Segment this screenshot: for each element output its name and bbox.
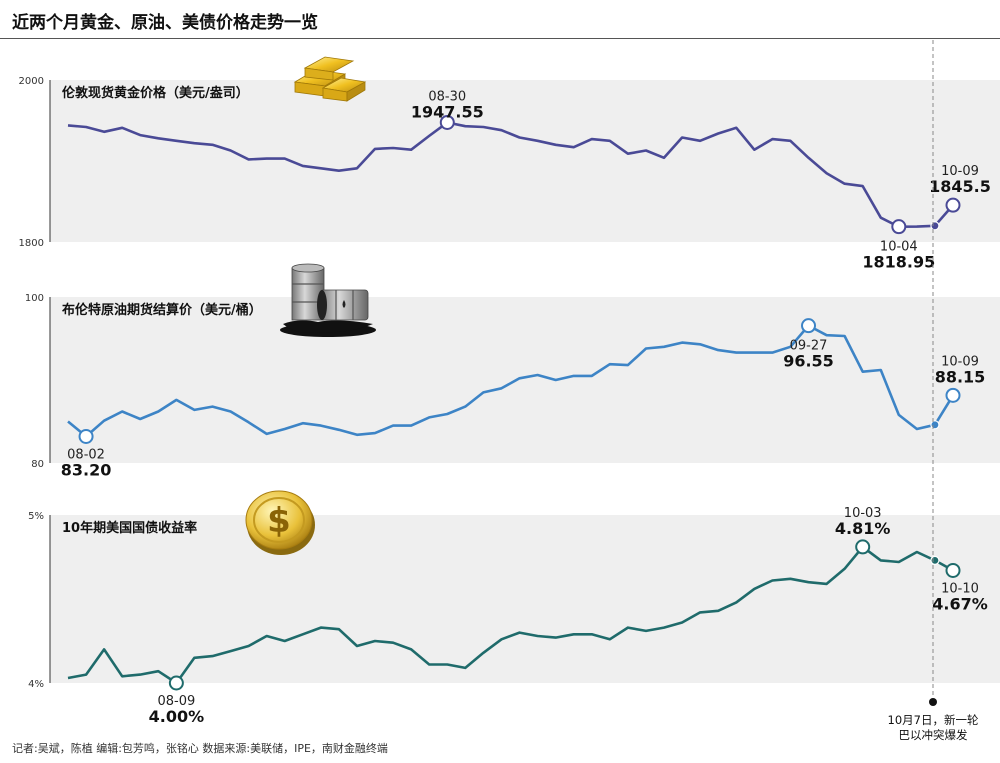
annotation-value: 4.67% (932, 594, 988, 613)
series-line (67, 545, 954, 685)
event-point (930, 221, 940, 231)
chart-title: 布伦特原油期货结算价（美元/桶） (62, 302, 262, 318)
plot-band (50, 297, 1000, 463)
event-label: 巴以冲突爆发 (899, 728, 968, 742)
annotation-date: 08-09 (157, 694, 195, 709)
chart-title: 伦敦现货黄金价格（美元/盎司） (62, 85, 249, 101)
annotation-date: 08-02 (67, 447, 105, 462)
y-tick-label: 100 (25, 293, 44, 304)
page-title: 近两个月黄金、原油、美债价格走势一览 (12, 13, 318, 33)
annotation-point (945, 197, 961, 213)
y-tick-label: 4% (28, 679, 44, 690)
annotation-point (945, 562, 961, 578)
oil-barrels-icon (280, 263, 376, 337)
credits-footer: 记者:吴斌，陈植 编辑:包芳鸣，张铭心 数据来源:美联储，IPE，南财金融终端 (12, 742, 388, 755)
series-line (67, 121, 954, 228)
chart-panel-3: 5% 4% 10年期美国国债收益率 08-094.00% 10-034.81% 10-10… (28, 506, 1000, 726)
annotation-date: 10-04 (880, 240, 918, 255)
event-point (930, 555, 940, 565)
annotation-date: 10-10 (941, 581, 979, 596)
annotation-point (855, 539, 871, 555)
chart-title: 10年期美国国债收益率 (62, 520, 197, 536)
annotation-point (78, 428, 94, 444)
annotation-value: 1818.95 (862, 253, 935, 272)
event-point (930, 420, 940, 430)
annotation-date: 10-03 (844, 506, 882, 521)
y-tick-label: 1800 (19, 238, 44, 249)
annotation-date: 10-09 (941, 164, 979, 179)
annotation-point (439, 114, 455, 130)
event-label: 10月7日，新一轮 (888, 713, 979, 727)
annotation-point (945, 387, 961, 403)
annotation-point (168, 675, 184, 691)
annotation-value: 4.81% (835, 519, 891, 538)
title-divider (0, 38, 1000, 39)
annotation-date: 10-09 (941, 354, 979, 369)
annotation-value: 88.15 (935, 367, 986, 386)
y-tick-label: 80 (31, 459, 44, 470)
annotation-value: 1947.55 (411, 102, 484, 121)
annotation-value: 96.55 (783, 352, 834, 371)
annotation-value: 4.00% (149, 707, 205, 726)
annotation-value: 83.20 (61, 460, 112, 479)
gold-bars-icon (293, 56, 367, 102)
annotation-point (801, 318, 817, 334)
svg-text:$: $ (267, 501, 291, 541)
dollar-coin-icon: $ (245, 490, 315, 555)
annotation-date: 09-27 (790, 339, 828, 354)
event-dot (929, 698, 937, 706)
annotation-date: 08-30 (428, 89, 466, 104)
y-tick-label: 5% (28, 511, 44, 522)
annotation-point (891, 219, 907, 235)
plot-band (50, 80, 1000, 242)
y-tick-label: 2000 (19, 76, 44, 87)
plot-band (50, 515, 1000, 683)
annotation-value: 1845.5 (929, 177, 991, 196)
